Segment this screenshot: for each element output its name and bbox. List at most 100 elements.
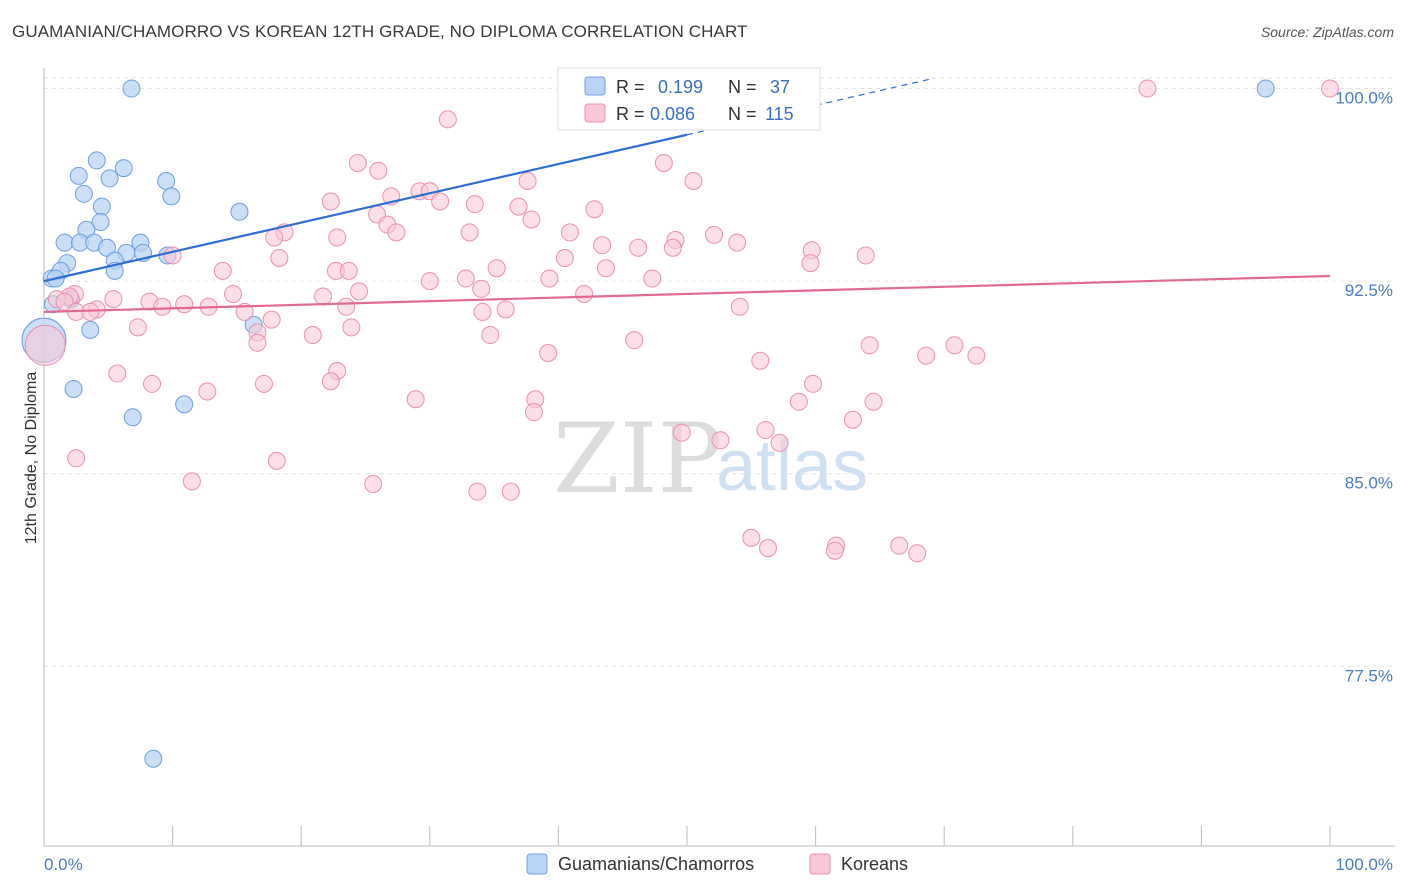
korean-point-5 [348, 154, 367, 173]
y-tick-label-2: 92.5% [1345, 281, 1393, 300]
korean-point-79 [967, 346, 986, 365]
korean-point-110 [24, 324, 66, 366]
grid-lines [44, 77, 1395, 667]
guamanian-points [21, 79, 1275, 768]
korean-point-91 [789, 392, 808, 411]
series-legend: Guamanians/Chamorros Koreans [526, 853, 908, 875]
korean-point-12 [431, 192, 450, 211]
korean-point-96 [711, 431, 730, 450]
legend-swatch-korean [584, 103, 606, 123]
korean-point-94 [672, 423, 691, 442]
guamanian-point-35 [1256, 79, 1275, 98]
korean-point-45 [472, 279, 491, 298]
legend-r-label-1: R = [616, 77, 645, 97]
guamanian-point-28 [81, 320, 100, 339]
korean-point-58 [153, 297, 172, 316]
korean-point-65 [81, 302, 100, 321]
axes [43, 68, 1395, 847]
guamanian-point-6 [74, 184, 93, 203]
korean-point-67 [262, 310, 281, 329]
korean-point-75 [860, 336, 879, 355]
korean-point-6 [369, 161, 388, 180]
korean-point-13 [321, 192, 340, 211]
tick-labels: 77.5% 85.0% 92.5% 100.0% 0.0% 100.0% [44, 89, 1393, 874]
korean-point-14 [465, 195, 484, 214]
guamanian-point-33 [123, 408, 142, 427]
guamanian-point-34 [144, 749, 163, 768]
korean-point-34 [555, 249, 574, 268]
korean-point-90 [864, 392, 883, 411]
korean-point-73 [481, 326, 500, 345]
korean-point-42 [456, 269, 475, 288]
guamanian-point-0 [122, 79, 141, 98]
watermark: ZIP atlas [553, 403, 868, 515]
korean-point-103 [468, 482, 487, 501]
korean-point-22 [460, 223, 479, 242]
korean-point-8 [684, 171, 703, 190]
korean-point-86 [254, 374, 273, 393]
korean-point-82 [751, 351, 770, 370]
korean-point-60 [496, 300, 515, 319]
legend-label-koreans: Koreans [841, 854, 908, 874]
korean-point-107 [759, 539, 778, 558]
chart-title: GUAMANIAN/CHAMORRO VS KOREAN 12TH GRADE,… [12, 22, 748, 41]
guamanian-point-4 [100, 169, 119, 188]
korean-point-61 [473, 302, 492, 321]
korean-point-83 [321, 372, 340, 391]
korean-point-4 [654, 154, 673, 173]
watermark-zip: ZIP [553, 403, 722, 515]
korean-point-47 [314, 287, 333, 306]
korean-point-102 [501, 482, 520, 501]
korean-point-88 [406, 390, 425, 409]
guamanian-point-31 [64, 379, 83, 398]
legend-swatch-koreans [809, 853, 831, 875]
x-tick-label-1: 100.0% [1335, 855, 1393, 874]
korean-point-53 [104, 290, 123, 309]
legend-r-value-2: 0.086 [650, 104, 695, 124]
korean-point-41 [643, 269, 662, 288]
x-tick-label-0: 0.0% [44, 855, 83, 874]
korean-point-28 [728, 233, 747, 252]
korean-point-15 [509, 197, 528, 216]
korean-point-49 [575, 284, 594, 303]
korean-point-33 [270, 249, 289, 268]
legend-n-label-1: N = [728, 77, 757, 97]
korean-points [24, 79, 1339, 563]
korean-point-70 [303, 326, 322, 345]
guamanian-point-1 [87, 151, 106, 170]
stats-legend: R = 0.199 N = 37 R = 0.086 N = 115 [557, 67, 821, 131]
legend-n-value-2: 115 [765, 104, 794, 124]
korean-point-56 [175, 295, 194, 314]
guamanian-point-9 [230, 202, 249, 221]
y-axis-label: 12th Grade, No Diploma [23, 372, 40, 545]
korean-point-40 [339, 261, 358, 280]
korean-point-26 [328, 228, 347, 247]
korean-point-39 [213, 261, 232, 280]
korean-point-111 [663, 238, 682, 257]
korean-point-48 [224, 284, 243, 303]
korean-point-109 [908, 544, 927, 563]
y-tick-label-1: 85.0% [1345, 474, 1393, 493]
korean-point-74 [625, 331, 644, 350]
guamanian-trend-line [43, 133, 688, 283]
korean-point-84 [108, 364, 127, 383]
korean-point-112 [856, 246, 875, 265]
y-tick-label-0: 77.5% [1345, 666, 1393, 685]
korean-point-68 [128, 318, 147, 337]
korean-point-30 [629, 238, 648, 257]
korean-point-97 [770, 433, 789, 452]
legend-label-guamanians-chamorros: Guamanians/Chamorros [558, 854, 754, 874]
korean-point-76 [945, 336, 964, 355]
korean-point-101 [364, 474, 383, 493]
korean-point-99 [267, 451, 286, 470]
korean-point-2 [1321, 79, 1339, 98]
korean-point-104 [742, 528, 761, 547]
source-label: Source: ZipAtlas.com [1260, 24, 1394, 40]
legend-swatch-guamanian [584, 76, 606, 96]
korean-point-100 [182, 472, 201, 491]
korean-point-59 [337, 297, 356, 316]
korean-point-78 [539, 344, 558, 363]
legend-n-label-2: N = [728, 104, 757, 124]
guamanian-point-7 [162, 187, 181, 206]
